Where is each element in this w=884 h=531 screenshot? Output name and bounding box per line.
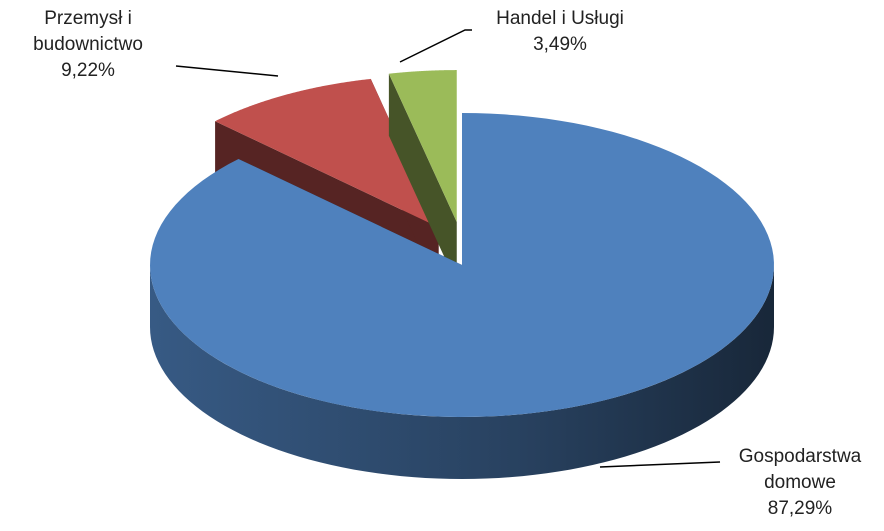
slice-label: Handel i Usługi 3,49% xyxy=(460,6,660,58)
leader-line xyxy=(399,29,472,63)
pie-slice xyxy=(150,113,774,417)
category-label: Gospodarstwa domowe xyxy=(738,446,862,493)
leader-line xyxy=(175,65,279,77)
pie-slice xyxy=(215,78,439,228)
slice-wall xyxy=(388,73,457,285)
leader-line xyxy=(599,461,721,468)
slice-label: Przemysł i budownictwo 9,22% xyxy=(0,6,176,84)
value-label: 87,29% xyxy=(767,498,833,519)
category-label: Przemysł i budownictwo xyxy=(33,8,143,55)
value-label: 9,22% xyxy=(61,60,115,81)
slice-rim xyxy=(150,265,774,479)
slice-label: Gospodarstwa domowe 87,29% xyxy=(716,444,884,522)
category-label: Handel i Usługi xyxy=(496,8,624,29)
value-label: 3,49% xyxy=(533,34,587,55)
pie-slice xyxy=(388,70,457,223)
slices xyxy=(150,70,774,479)
